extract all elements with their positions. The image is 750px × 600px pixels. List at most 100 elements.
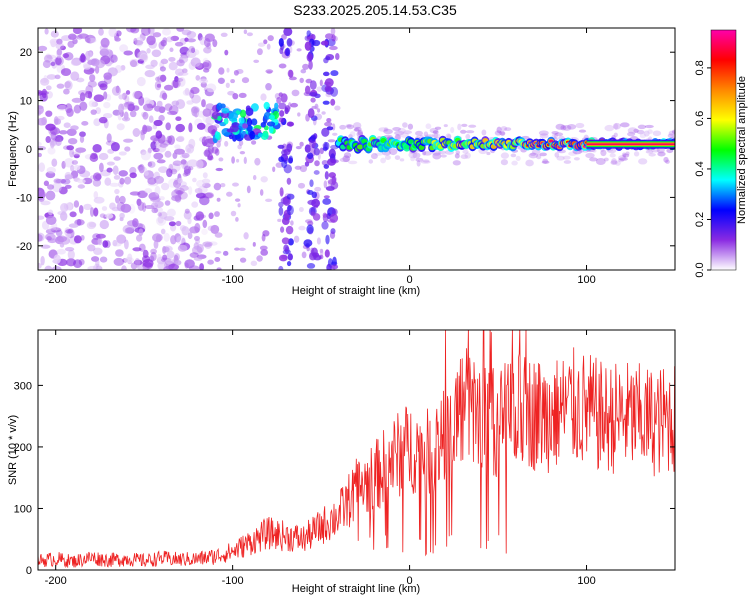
heat-blob bbox=[418, 145, 425, 150]
heat-blob bbox=[668, 130, 675, 136]
heat-blob bbox=[500, 152, 510, 159]
heat-blob bbox=[163, 265, 173, 270]
heat-blob bbox=[70, 125, 79, 131]
heat-blob bbox=[208, 241, 218, 246]
heat-blob bbox=[162, 245, 167, 254]
heat-blob bbox=[627, 127, 638, 134]
heat-blob bbox=[243, 29, 248, 35]
heat-blob bbox=[263, 101, 270, 110]
heat-blob bbox=[311, 198, 321, 208]
heat-blob bbox=[93, 263, 102, 270]
heat-blob bbox=[132, 218, 139, 228]
heat-blob bbox=[259, 245, 268, 251]
heat-blob bbox=[52, 182, 62, 193]
heat-blob bbox=[70, 165, 75, 172]
heat-blob bbox=[156, 100, 163, 108]
heat-blob bbox=[117, 111, 123, 121]
heat-blob bbox=[141, 28, 151, 36]
heat-blob bbox=[130, 60, 138, 68]
heat-blob bbox=[79, 101, 88, 111]
spectrogram-y-ticks: -20 -10 0 10 20 bbox=[16, 47, 675, 253]
heat-blob bbox=[515, 155, 521, 162]
heat-blob bbox=[256, 48, 263, 56]
heat-blob bbox=[148, 115, 154, 123]
heat-blob bbox=[433, 132, 439, 139]
heat-blob bbox=[176, 59, 185, 67]
heat-blob bbox=[188, 166, 194, 171]
heat-blob bbox=[321, 221, 329, 230]
heat-blob bbox=[104, 177, 112, 186]
heat-blob bbox=[609, 153, 616, 158]
heat-blob bbox=[150, 141, 157, 150]
heat-blob bbox=[45, 190, 56, 201]
heat-blob bbox=[110, 141, 120, 152]
heat-blob bbox=[39, 190, 46, 199]
heat-blob bbox=[175, 123, 185, 133]
heat-blob bbox=[112, 109, 121, 116]
heat-blob bbox=[63, 88, 70, 95]
heat-blob bbox=[309, 80, 317, 90]
heat-blob bbox=[201, 61, 210, 68]
heat-blob bbox=[60, 178, 71, 185]
heat-blob bbox=[216, 102, 223, 111]
heat-blob bbox=[229, 117, 238, 122]
heat-blob bbox=[154, 80, 162, 91]
heat-blob bbox=[239, 151, 246, 155]
heat-blob bbox=[225, 82, 230, 89]
y-tick-label: 20 bbox=[20, 47, 32, 59]
heat-blob bbox=[287, 69, 293, 78]
heat-blob bbox=[332, 132, 338, 136]
heat-blob bbox=[192, 177, 197, 183]
heat-blob bbox=[346, 124, 355, 130]
heat-blob bbox=[251, 118, 258, 126]
heat-blob bbox=[357, 129, 363, 136]
heat-blob bbox=[257, 42, 266, 47]
heat-blob bbox=[554, 132, 564, 137]
heat-blob bbox=[394, 155, 401, 160]
heat-blob bbox=[38, 141, 42, 147]
heat-blob bbox=[285, 225, 294, 235]
heat-blob bbox=[238, 92, 247, 99]
heat-blob bbox=[64, 247, 75, 252]
heat-blob bbox=[394, 130, 405, 136]
heat-blob bbox=[260, 121, 266, 128]
heat-blob bbox=[71, 97, 83, 103]
heat-blob bbox=[51, 266, 62, 270]
heat-blob bbox=[55, 178, 67, 184]
heat-blob bbox=[60, 203, 69, 213]
heat-blob bbox=[95, 173, 102, 180]
heat-blob bbox=[325, 234, 330, 245]
heat-blob bbox=[79, 54, 87, 63]
heat-blob bbox=[553, 132, 558, 139]
heat-blob bbox=[578, 129, 587, 133]
heat-blob bbox=[306, 53, 313, 62]
x-tick-label: 100 bbox=[577, 274, 595, 286]
heat-blob bbox=[425, 123, 432, 130]
heat-blob bbox=[218, 67, 225, 75]
heat-blob bbox=[397, 127, 406, 134]
heat-blob bbox=[79, 131, 86, 138]
heat-blob bbox=[322, 71, 330, 77]
heat-blob bbox=[348, 160, 358, 165]
heat-blob bbox=[303, 239, 313, 247]
heat-blob bbox=[266, 121, 276, 127]
heat-blob bbox=[92, 143, 102, 153]
heat-blob bbox=[88, 100, 96, 108]
heat-blob bbox=[201, 99, 206, 108]
heat-blob bbox=[454, 153, 460, 159]
heat-blob bbox=[278, 117, 285, 123]
heat-blob bbox=[455, 150, 461, 155]
heat-blob bbox=[126, 28, 137, 33]
heat-blob bbox=[443, 124, 448, 128]
heat-blob bbox=[278, 254, 288, 262]
heat-blob bbox=[47, 147, 56, 155]
heat-blob bbox=[116, 123, 125, 131]
y-tick-label: 100 bbox=[14, 503, 32, 515]
heat-blob bbox=[68, 33, 77, 40]
heat-blob bbox=[38, 234, 43, 242]
heat-blob bbox=[86, 37, 91, 43]
heat-blob bbox=[568, 151, 578, 156]
heat-blob bbox=[54, 135, 64, 143]
heat-blob bbox=[180, 55, 189, 63]
